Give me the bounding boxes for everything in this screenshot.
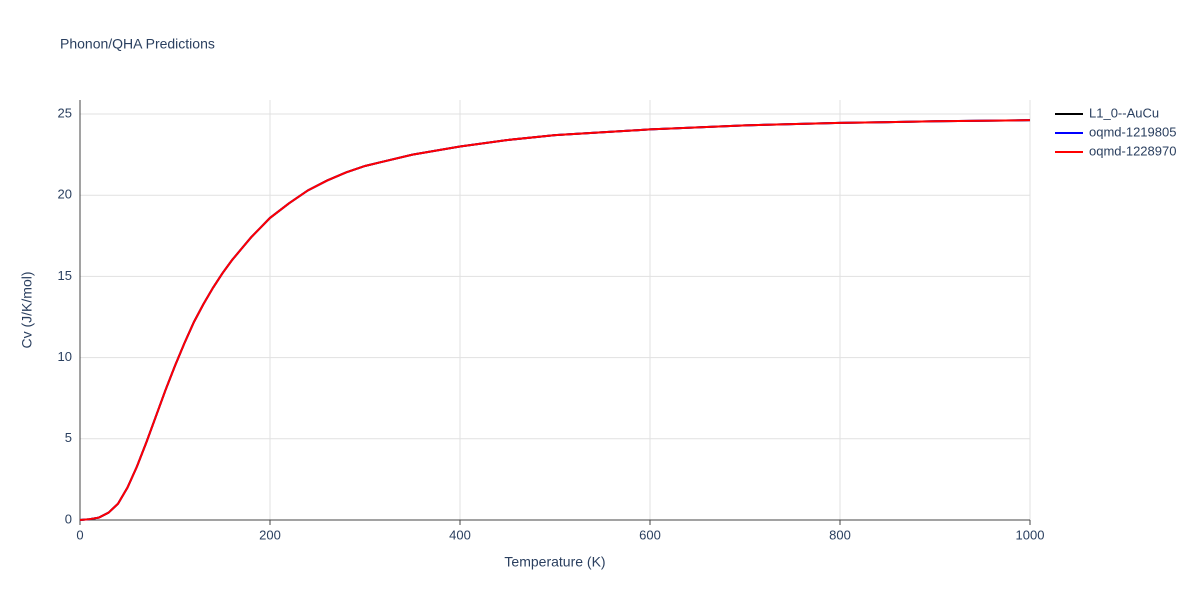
legend-label: oqmd-1228970 [1089,143,1176,158]
x-tick-label: 200 [259,527,281,542]
series-line [79,119,1031,521]
y-tick-label: 25 [58,105,72,120]
y-axis-title: Cv (J/K/mol) [19,272,35,349]
x-axis-title: Temperature (K) [504,554,605,570]
y-tick-label: 10 [58,349,72,364]
chart-title: Phonon/QHA Predictions [60,36,215,52]
y-tick-label: 15 [58,268,72,283]
legend-label: oqmd-1219805 [1089,124,1176,139]
y-tick-label: 5 [65,430,72,445]
x-tick-label: 1000 [1016,527,1045,542]
x-tick-label: 600 [639,527,661,542]
x-tick-label: 400 [449,527,471,542]
series-line [79,119,1031,521]
x-tick-label: 0 [76,527,83,542]
series-line [79,119,1031,521]
y-tick-label: 20 [58,187,72,202]
x-tick-label: 800 [829,527,851,542]
y-tick-label: 0 [65,511,72,526]
legend-label: L1_0--AuCu [1089,105,1159,120]
